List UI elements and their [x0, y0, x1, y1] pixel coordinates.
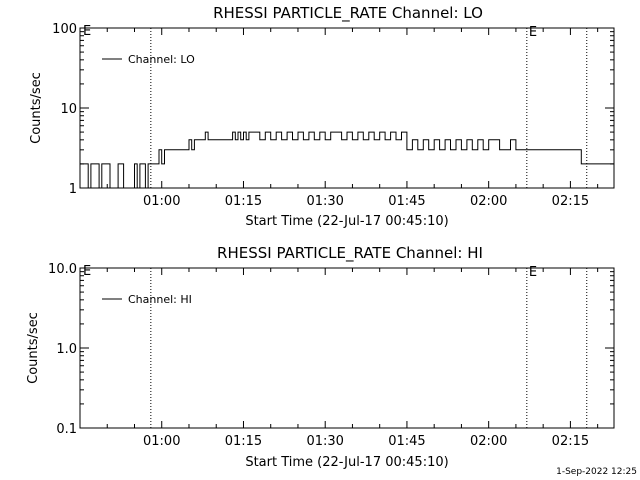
legend-label-hi: Channel: HI [128, 293, 192, 306]
x-tick-label: 02:15 [552, 194, 589, 209]
y-axis-label-hi: Counts/sec [26, 312, 41, 384]
y-tick-label: 10 [60, 102, 77, 117]
legend-label-lo: Channel: LO [128, 53, 195, 66]
x-tick-label: 01:15 [225, 194, 262, 209]
y-tick-label: 10.0 [48, 262, 77, 277]
x-tick-label: 01:15 [225, 434, 262, 449]
panel-lo: RHESSI PARTICLE_RATE Channel: LO Counts/… [29, 4, 615, 229]
x-tick-label: 01:30 [306, 194, 343, 209]
chart-title-lo: RHESSI PARTICLE_RATE Channel: LO [213, 4, 483, 23]
footer-timestamp: 1-Sep-2022 12:25 [556, 467, 637, 477]
y-tick-label: 1 [69, 182, 77, 197]
x-tick-label: 02:00 [470, 434, 507, 449]
corner-label-lo: E [83, 24, 91, 39]
x-tick-label: 01:00 [143, 194, 180, 209]
x-tick-label: 01:00 [143, 434, 180, 449]
x-axis-label-lo: Start Time (22-Jul-17 00:45:10) [245, 214, 448, 229]
event-marker-label: E [529, 265, 537, 280]
y-axis-label-lo: Counts/sec [29, 72, 44, 144]
panel-hi: RHESSI PARTICLE_RATE Channel: HI Counts/… [26, 244, 615, 470]
x-tick-label: 02:00 [470, 194, 507, 209]
chart-title-hi: RHESSI PARTICLE_RATE Channel: HI [217, 244, 483, 263]
corner-label-hi: E [83, 264, 91, 279]
x-tick-label: 01:45 [388, 434, 425, 449]
y-tick-label: 1.0 [56, 342, 77, 357]
plot-frame [79, 267, 615, 429]
x-axis-label-hi: Start Time (22-Jul-17 00:45:10) [245, 455, 448, 470]
event-marker-label: E [529, 25, 537, 40]
series-line-0 [80, 131, 614, 189]
x-tick-label: 02:15 [552, 434, 589, 449]
x-tick-label: 01:30 [306, 434, 343, 449]
plot-frame [79, 27, 615, 189]
y-tick-label: 0.1 [56, 422, 77, 437]
x-tick-label: 01:45 [388, 194, 425, 209]
y-tick-label: 100 [52, 22, 77, 37]
